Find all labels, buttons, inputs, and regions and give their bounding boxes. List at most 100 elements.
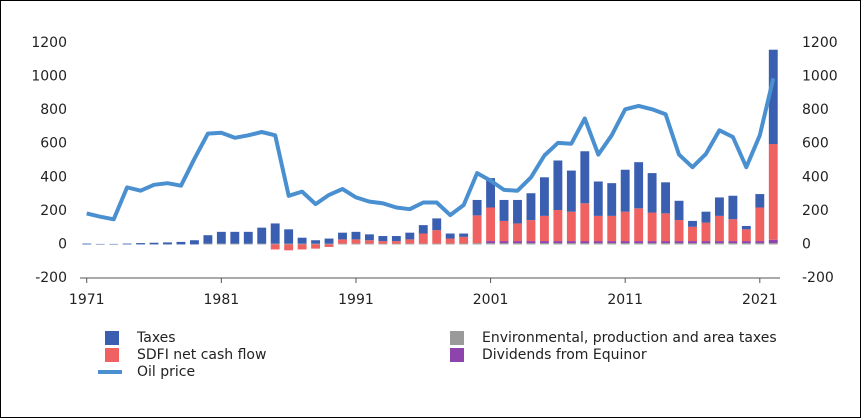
legend-label: Taxes [136, 330, 176, 346]
bar [338, 239, 347, 244]
bar [297, 243, 307, 245]
bar [391, 236, 401, 242]
bar [257, 243, 267, 245]
bar [728, 243, 738, 245]
bar [459, 236, 469, 244]
x-tick-label: 1991 [338, 292, 374, 308]
line [86, 77, 776, 222]
y-tick-label: -200 [35, 270, 67, 286]
bar [513, 223, 522, 242]
bar [391, 241, 401, 244]
legend-swatch [105, 331, 119, 345]
bar [499, 241, 509, 244]
legend-swatch [105, 348, 119, 362]
bar [688, 241, 697, 244]
bar [620, 241, 630, 244]
bar [634, 241, 644, 244]
bar [768, 144, 778, 240]
bar [311, 244, 321, 249]
bar [459, 233, 469, 237]
bar [701, 222, 711, 242]
bar [741, 229, 751, 242]
bar [216, 243, 226, 245]
bar [661, 241, 671, 244]
bar [513, 241, 522, 244]
bar [580, 243, 590, 245]
y-tick-label: 800 [40, 102, 67, 118]
bar [109, 243, 119, 245]
bar [674, 243, 684, 245]
bar [553, 160, 563, 211]
bar [714, 241, 724, 244]
bar [647, 243, 657, 245]
bar [674, 241, 684, 244]
bar [472, 199, 482, 216]
bar [203, 235, 213, 244]
bar [459, 243, 469, 245]
bar [607, 215, 617, 242]
bar [647, 212, 657, 242]
bar [539, 243, 549, 245]
bar [714, 243, 724, 245]
bar [364, 240, 374, 244]
bar [539, 177, 549, 216]
x-tick-label: 2021 [742, 292, 778, 308]
bar [284, 229, 294, 244]
bar [418, 243, 428, 245]
bar [755, 241, 765, 244]
bar [82, 243, 92, 245]
bar [566, 241, 576, 244]
bar [526, 243, 536, 245]
bar [418, 225, 428, 234]
x-tick-label: 1981 [204, 292, 240, 308]
bar [445, 238, 455, 244]
bar [593, 241, 603, 244]
bar [378, 243, 388, 245]
bar [432, 230, 442, 244]
bar [634, 208, 644, 242]
bar [741, 241, 751, 244]
y-tick-label: 1000 [31, 69, 67, 85]
bar [755, 207, 765, 242]
bar [647, 173, 657, 213]
bar [216, 231, 226, 244]
bar [661, 182, 671, 214]
bar [768, 239, 778, 244]
legend-label: SDFI net cash flow [137, 347, 266, 363]
bar [324, 243, 334, 245]
bar [526, 220, 536, 242]
x-tick-label: 1971 [69, 292, 105, 308]
bar [243, 243, 253, 245]
bar [270, 223, 280, 244]
bar [351, 243, 361, 245]
bar [499, 199, 509, 221]
bar [338, 232, 347, 240]
y-tick-label: 200 [40, 203, 67, 219]
bar [553, 210, 563, 242]
y2-tick-label: 400 [802, 169, 829, 185]
bar [405, 243, 415, 245]
bar [364, 234, 374, 241]
bar [297, 244, 307, 250]
bar [486, 243, 496, 245]
x-tick-label: 2011 [607, 292, 643, 308]
legend-swatch [450, 348, 464, 362]
bar [230, 243, 240, 245]
bar [755, 194, 765, 208]
bar [311, 240, 321, 244]
bar [176, 241, 186, 245]
bar [607, 183, 617, 216]
bar [499, 243, 509, 245]
bar [270, 244, 280, 250]
y-tick-label: 400 [40, 169, 67, 185]
y-tick-label: 600 [40, 136, 67, 152]
bar [499, 220, 509, 242]
bar [714, 197, 724, 216]
bar [634, 243, 644, 245]
bar [418, 233, 428, 244]
bar [607, 241, 617, 244]
bar [513, 243, 522, 245]
bar [136, 243, 146, 245]
bar [661, 213, 671, 242]
